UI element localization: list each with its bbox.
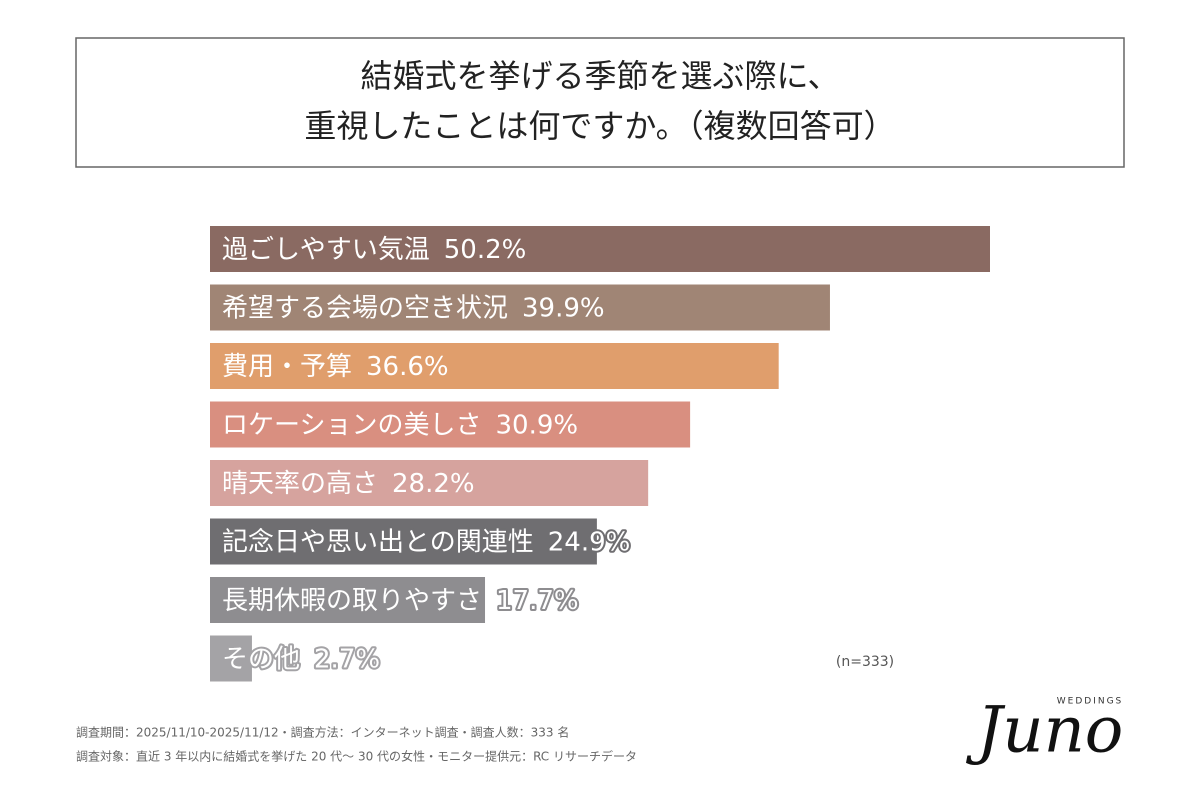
footnote: 調査期間：2025/11/10-2025/11/12・調査方法：インターネット調… xyxy=(76,725,569,740)
category-label: 長期休暇の取りやすさ xyxy=(222,586,482,616)
value-label: 24.9% xyxy=(548,527,631,557)
bar xyxy=(210,577,486,623)
category-label: ロケーションの美しさ xyxy=(222,410,481,440)
title-box xyxy=(75,37,1125,168)
logo-tagline: WEDDINGS xyxy=(1057,697,1124,707)
chart-title: 重視したことは何ですか。（複数回答可） xyxy=(304,107,895,145)
category-label: その他 xyxy=(222,644,300,674)
bar-label: 記念日や思い出との関連性 24.9% xyxy=(222,527,630,557)
category-label: 希望する会場の空き状況 xyxy=(222,293,508,323)
category-label: 晴天率の高さ xyxy=(222,469,378,499)
value-label: 2.7% xyxy=(314,644,380,674)
category-label: 費用・予算 xyxy=(222,352,352,382)
bar xyxy=(210,284,830,331)
value-label: 36.6% xyxy=(366,352,449,382)
category-label: 過ごしやすい気温 xyxy=(222,235,430,265)
bar xyxy=(210,518,597,565)
value-label: 28.2% xyxy=(392,469,475,499)
bar xyxy=(210,343,779,389)
sample-note: (n=333) xyxy=(836,654,894,670)
bar-label: ロケーションの美しさ 30.9% xyxy=(222,410,578,440)
bar-label: 長期休暇の取りやすさ 17.7% xyxy=(222,586,579,616)
bar-label: 希望する会場の空き状況 39.9% xyxy=(222,293,605,323)
chart-title: 結婚式を挙げる季節を選ぶ際に、 xyxy=(360,57,839,95)
bar-label: 費用・予算 36.6% xyxy=(222,352,449,382)
value-label: 30.9% xyxy=(495,410,578,440)
logo: Juno xyxy=(966,694,1124,768)
bar xyxy=(210,635,252,682)
value-label: 39.9% xyxy=(522,293,605,323)
value-label: 17.7% xyxy=(496,586,579,616)
bar xyxy=(210,401,691,448)
bar xyxy=(210,460,649,506)
footnote: 調査対象：直近 3 年以内に結婚式を挙げた 20 代〜 30 代の女性・モニター… xyxy=(76,749,637,764)
category-label: 記念日や思い出との関連性 xyxy=(222,527,534,557)
bar xyxy=(210,226,990,272)
bar-label: 過ごしやすい気温 50.2% xyxy=(222,235,526,265)
bar-label: その他 2.7% xyxy=(222,644,380,674)
value-label: 50.2% xyxy=(444,235,527,265)
bar-label: 晴天率の高さ 28.2% xyxy=(222,469,475,499)
